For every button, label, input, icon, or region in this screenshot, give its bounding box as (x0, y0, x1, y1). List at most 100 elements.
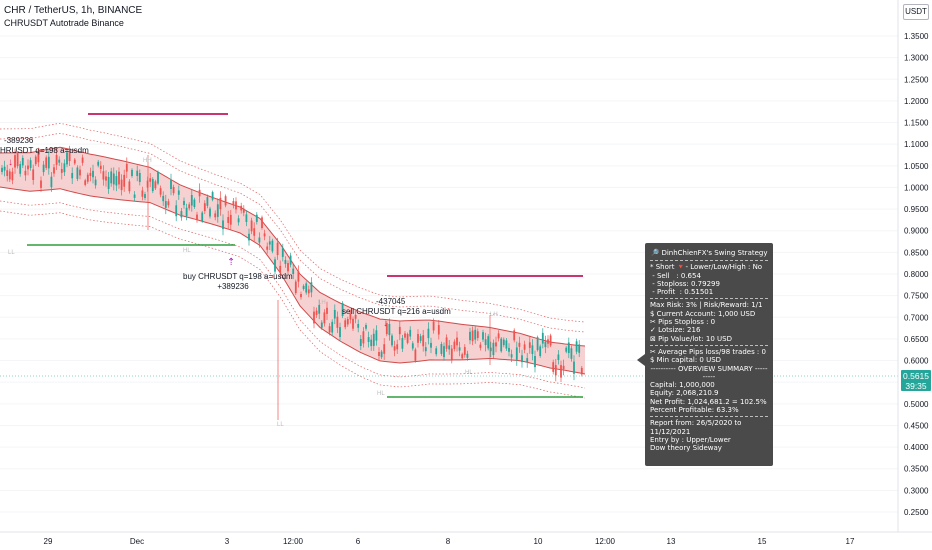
candle-body (42, 164, 45, 173)
candle-body (94, 179, 97, 186)
candle-body (544, 341, 547, 348)
time-tick-label: Dec (130, 537, 144, 546)
candle-body (445, 337, 448, 349)
candle-body (448, 345, 451, 350)
candle-body (105, 176, 107, 181)
swing-label: LH (318, 300, 326, 306)
swing-label: HL (377, 391, 385, 397)
candle-body (414, 349, 417, 361)
candle-body (518, 342, 521, 347)
time-axis[interactable]: 29 Dec 3 12:00 6 8 10 12:00 13 15 17 (44, 537, 855, 546)
symbol-title[interactable]: CHR / TetherUS, 1h, BINANCE (4, 5, 143, 16)
candle-body (404, 333, 406, 338)
candle-body (424, 347, 427, 352)
candle-body (411, 343, 414, 349)
swing-label: HL (465, 370, 473, 376)
candle-body (29, 160, 32, 168)
candle-body (466, 353, 469, 358)
candle-body (258, 237, 261, 243)
price-tick-label: 0.8000 (904, 270, 929, 279)
candle-body (536, 337, 539, 351)
swing-label: LH (490, 312, 498, 318)
candle-body (32, 169, 35, 180)
candle-body (526, 358, 529, 363)
candle-body (476, 331, 479, 338)
buy-id: +389236 (217, 282, 249, 291)
price-tick-label: 1.1000 (904, 140, 929, 149)
candle-body (157, 172, 159, 184)
candle-body (474, 329, 477, 340)
candle-body (201, 212, 204, 221)
candle-body (81, 157, 84, 163)
candle-body (497, 333, 500, 339)
price-tick-label: 0.3000 (904, 486, 929, 495)
indicator-title[interactable]: CHRUSDT Autotrade Binance (4, 18, 124, 28)
candle-body (79, 169, 81, 176)
price-tick-label: 0.5000 (904, 400, 929, 409)
price-tick-label: 0.4000 (904, 443, 929, 452)
time-tick-label: 15 (758, 537, 767, 546)
short-signal: * Short 🔻- Lower/Low/High : No (650, 263, 763, 272)
candle-body (206, 197, 209, 206)
lotsize: ✓ Lotsize: 216 (650, 326, 701, 335)
sell-price: - Sell : 0.654 (650, 271, 701, 280)
candle-body (318, 304, 321, 314)
candle-body (112, 173, 115, 185)
time-tick-label: 29 (44, 537, 53, 546)
candle-body (144, 194, 146, 198)
candle-body (567, 342, 570, 353)
candle-body (162, 195, 165, 202)
candle-body (443, 346, 445, 358)
candle-body (289, 255, 292, 265)
candle-body (508, 347, 510, 352)
candle-body (227, 217, 230, 223)
candle-body (562, 365, 565, 370)
strategy-info-panel[interactable]: 🔎 DinhChienFX's Swing Strategy * Short 🔻… (645, 243, 773, 466)
candle-body (146, 180, 149, 188)
candle-body (479, 344, 482, 348)
candle-body (300, 294, 302, 298)
candle-body (102, 171, 105, 180)
trade1-id: -389236 (4, 136, 34, 145)
price-tick-label: 0.9500 (904, 205, 929, 214)
candle-body (255, 214, 258, 222)
candle-body (47, 156, 50, 169)
candle-body (430, 342, 432, 348)
candle-body (266, 246, 269, 250)
candle-body (268, 241, 271, 245)
profit-price: - Profit : 0.51501 (650, 288, 714, 297)
candle-body (214, 213, 217, 218)
candle-body (66, 152, 68, 165)
currency-badge[interactable]: USDT (903, 4, 929, 20)
candle-body (320, 322, 323, 328)
average-pips: ✂ Average Pips loss/98 trades : 0 (650, 347, 766, 356)
candle-body (138, 173, 141, 182)
candle-body (271, 240, 274, 252)
candle-body (58, 159, 61, 163)
price-axis[interactable]: 1.3500 1.3000 1.2500 1.2000 1.1500 1.1000 1.05… (904, 32, 929, 517)
candle-body (188, 204, 191, 209)
candle-body (453, 341, 456, 350)
candle-body (391, 335, 393, 346)
price-tick-label: 1.2500 (904, 75, 929, 84)
candle-body (219, 197, 222, 210)
candle-body (310, 282, 313, 293)
candle-body (248, 233, 250, 241)
candle-body (263, 233, 266, 237)
buy-arrow-up-icon: ⇡ (227, 257, 236, 268)
candle-body (549, 335, 552, 346)
candle-body (99, 165, 102, 169)
candle-body (396, 344, 399, 350)
candle-body (198, 189, 201, 197)
ema-band (0, 147, 585, 374)
candle-body (193, 199, 196, 207)
candle-body (86, 174, 89, 182)
candle-body (346, 319, 349, 325)
candle-body (331, 321, 334, 333)
candle-body (250, 220, 253, 232)
candle-body (154, 181, 157, 189)
candle-body (461, 354, 464, 359)
candle-body (40, 180, 42, 188)
candle-body (276, 242, 279, 255)
